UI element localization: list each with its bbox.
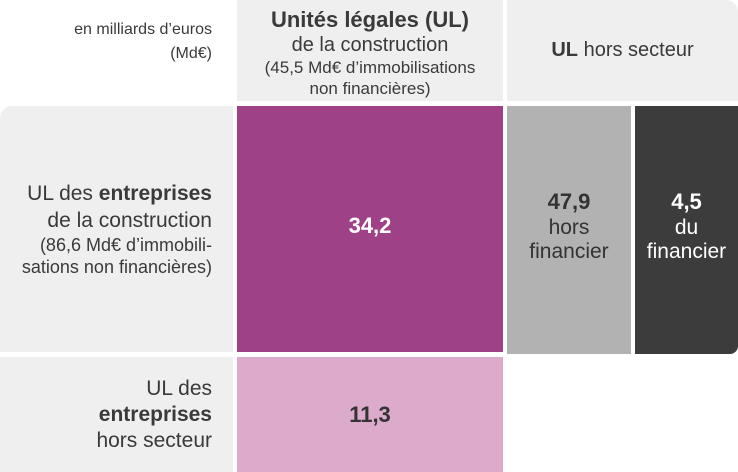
row-header-ent-line-1: UL des entreprises [27,180,212,207]
cell-label-line-1: du [674,216,699,239]
row-header-entreprises-hors-secteur: UL des entreprises hors secteur [0,357,212,472]
cell-value: 4,5 [671,189,702,214]
cell-label-line-1: hors [548,216,590,239]
row-header-ent-note-2: sations non financières) [21,257,212,277]
column-header-hors-bold: UL [551,39,579,61]
row-header-hors-bold: entreprises [98,402,212,426]
column-header-ul-subtitle: de la construction [291,33,449,56]
column-header-hors-label: UL hors secteur [551,39,693,62]
column-header-ul-note-1: (45,5 Md€ d’immobilisations [264,57,476,77]
row-header-hors-line-3: hors secteur [96,428,212,452]
cell-value: 34,2 [348,213,392,238]
row-header-hors-line-1: UL des [146,376,212,400]
row-header-ent-bold: entreprises [98,182,212,205]
row-header-ent-prefix: UL des [27,182,99,205]
unit-note: en milliards d’euros (Md€) [0,18,212,66]
column-header-panel-ul [237,0,503,101]
column-header-ul-hors-secteur: UL hors secteur [507,0,738,101]
unit-note-line-2: (Md€) [170,45,212,62]
column-header-ul-construction: Unités légales (UL) de la construction (… [237,2,503,103]
column-header-hors-rest: hors secteur [578,39,694,61]
cell-entreprises-du-financier: 4,5 du financier [635,106,738,354]
cell-entreprises-hors-financier: 47,9 hors financier [507,106,631,354]
column-header-ul-note-2: non financières) [309,78,431,98]
cell-value: 11,3 [349,401,391,427]
column-header-ul-title: Unités légales (UL) [270,6,470,32]
row-header-ent-note-1: (86,6 Md€ d’immobili- [39,235,212,255]
cell-label-line-2: financier [529,240,609,263]
column-header-panel-hors-secteur [507,0,738,101]
cell-entreprises-hors-secteur-ul-construction: 11,3 [237,357,503,472]
cell-entreprises-ul-construction: 34,2 [237,106,503,352]
row-header-panel-entreprises-hors-secteur [0,357,233,472]
row-header-panel-entreprises-construction [0,106,233,352]
cell-label-line-2: financier [646,240,727,263]
row-header-ent-line-2: de la construction [47,209,212,232]
row-header-entreprises-construction: UL des entreprises de la construction (8… [0,106,212,352]
cell-value: 47,9 [547,189,591,214]
unit-note-line-1: en milliards d’euros [74,21,212,38]
